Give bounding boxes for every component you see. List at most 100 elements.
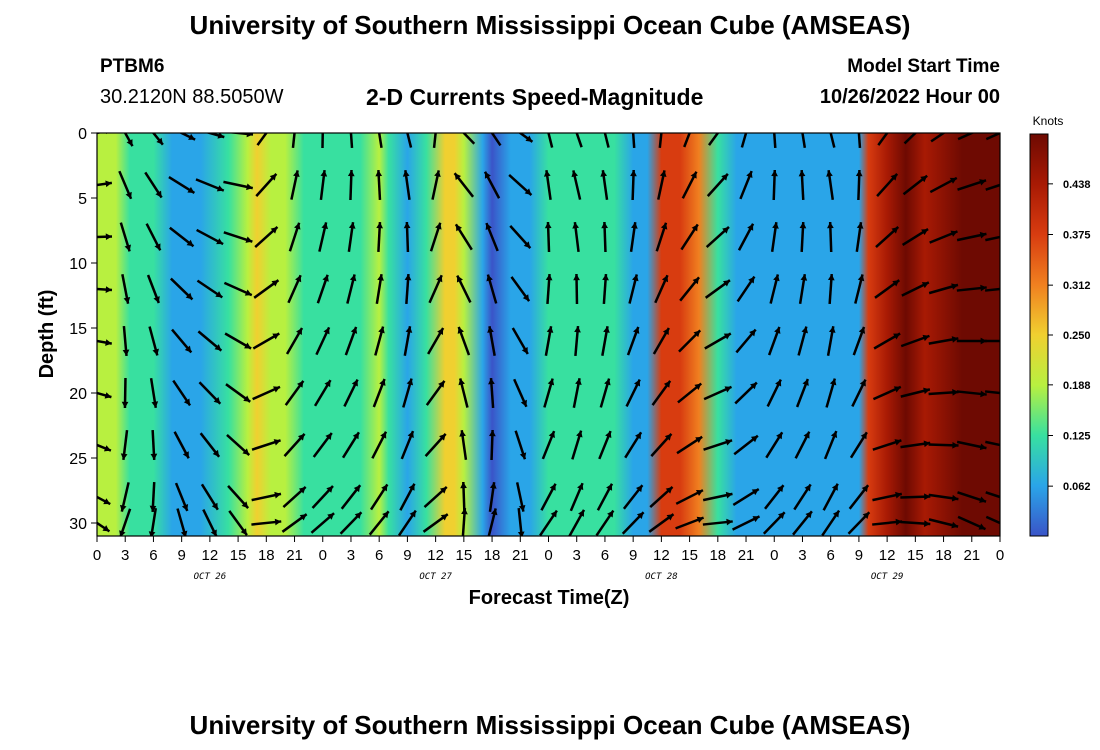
current-arrow (457, 326, 471, 356)
current-arrow (929, 176, 958, 194)
current-arrow (196, 228, 224, 246)
current-arrow (851, 378, 867, 408)
current-arrow (339, 511, 363, 535)
current-arrow (956, 337, 987, 345)
current-arrow (984, 287, 1000, 292)
colorbar-tick-label: 0.312 (1063, 280, 1091, 292)
current-arrow (770, 221, 779, 253)
current-arrow (595, 509, 615, 536)
current-arrow (121, 274, 131, 304)
current-arrow (901, 227, 929, 247)
y-tick-label: 20 (69, 386, 87, 403)
current-arrow (310, 512, 335, 534)
colorbar: Knots 0.062 0.125 0.188 0.250 0.312 0.375 0.43… (1029, 114, 1091, 537)
day-label: OCT 27 (419, 572, 452, 582)
x-tick-label: 18 (709, 547, 726, 564)
current-arrow (511, 327, 529, 355)
current-arrow (766, 378, 782, 408)
current-arrow (702, 518, 733, 526)
current-arrow (490, 133, 502, 147)
current-arrow (174, 482, 189, 512)
current-arrow (226, 133, 254, 138)
current-arrow (290, 170, 300, 200)
x-tick-label: 3 (121, 547, 129, 564)
y-tick-label: 30 (69, 516, 87, 533)
current-arrow (199, 432, 221, 458)
current-arrow (423, 486, 448, 508)
x-tick-label: 12 (427, 547, 444, 564)
current-arrow (312, 432, 333, 458)
current-arrow (849, 431, 868, 459)
current-arrow (255, 173, 278, 197)
current-arrow (596, 483, 614, 511)
current-arrow (658, 133, 663, 149)
current-arrow (223, 231, 253, 243)
current-arrow (734, 381, 758, 405)
current-arrow (795, 378, 810, 408)
current-arrow (903, 133, 918, 145)
current-arrow (118, 170, 133, 200)
current-arrow (97, 443, 112, 452)
day-label: OCT 28 (645, 572, 678, 582)
current-arrow (654, 274, 669, 304)
current-arrow (340, 484, 362, 510)
current-arrow (252, 385, 281, 401)
model-start-label: Model Start Time (847, 56, 1000, 77)
colorbar-title: Knots (1033, 114, 1064, 128)
current-arrow (739, 170, 753, 200)
x-tick-label: 0 (996, 547, 1004, 564)
colorbar-tick-label: 0.188 (1063, 380, 1091, 392)
current-arrow (737, 223, 755, 251)
current-arrow (319, 169, 328, 201)
current-arrow (121, 377, 129, 409)
current-arrow (821, 509, 841, 536)
current-arrow (374, 326, 385, 356)
current-arrow (316, 274, 329, 304)
x-tick-label: 9 (403, 547, 411, 564)
current-arrow (313, 379, 332, 407)
current-arrow (508, 174, 533, 196)
current-arrow (705, 226, 730, 248)
current-arrow (488, 377, 495, 409)
current-arrow (677, 382, 703, 404)
current-arrow (648, 513, 675, 533)
current-arrow (223, 281, 253, 297)
x-axis: 0 3 6 9 12 15 18 21 0 3 6 9 12 15 18 21 0 3 6 9 12 15 18 21 0 3 6 9… (93, 536, 1004, 582)
current-arrow (574, 325, 581, 357)
current-arrow (205, 133, 225, 139)
current-arrow (900, 334, 930, 348)
current-arrow (509, 225, 532, 249)
current-arrow (172, 379, 192, 407)
current-arrow (984, 390, 1000, 395)
current-arrow (225, 383, 251, 403)
current-arrow (704, 332, 732, 350)
current-arrow (902, 174, 928, 196)
current-arrow (462, 133, 476, 145)
current-arrow (518, 133, 534, 143)
current-arrow (119, 482, 130, 512)
current-arrow (404, 273, 412, 305)
current-arrow (872, 385, 902, 401)
x-tick-label: 18 (484, 547, 501, 564)
current-arrow (169, 226, 195, 248)
footer-title: University of Southern Mississippi Ocean… (189, 710, 911, 740)
current-arrow (900, 387, 931, 398)
current-arrow (652, 327, 670, 355)
current-arrow (403, 326, 413, 356)
current-arrow (650, 433, 673, 457)
current-arrow (196, 279, 224, 299)
current-arrow (956, 284, 987, 292)
x-tick-label: 15 (230, 547, 247, 564)
current-arrow (900, 520, 931, 527)
current-arrow (149, 377, 159, 409)
current-arrow (251, 439, 281, 451)
current-arrow (683, 133, 691, 148)
current-arrow (454, 223, 473, 251)
current-arrow (735, 328, 757, 354)
current-arrow (195, 178, 225, 192)
current-arrow (872, 491, 903, 502)
page-title: University of Southern Mississippi Ocean… (189, 10, 911, 40)
current-arrow (341, 431, 360, 459)
x-tick-label: 21 (512, 547, 529, 564)
current-arrow (97, 233, 113, 241)
